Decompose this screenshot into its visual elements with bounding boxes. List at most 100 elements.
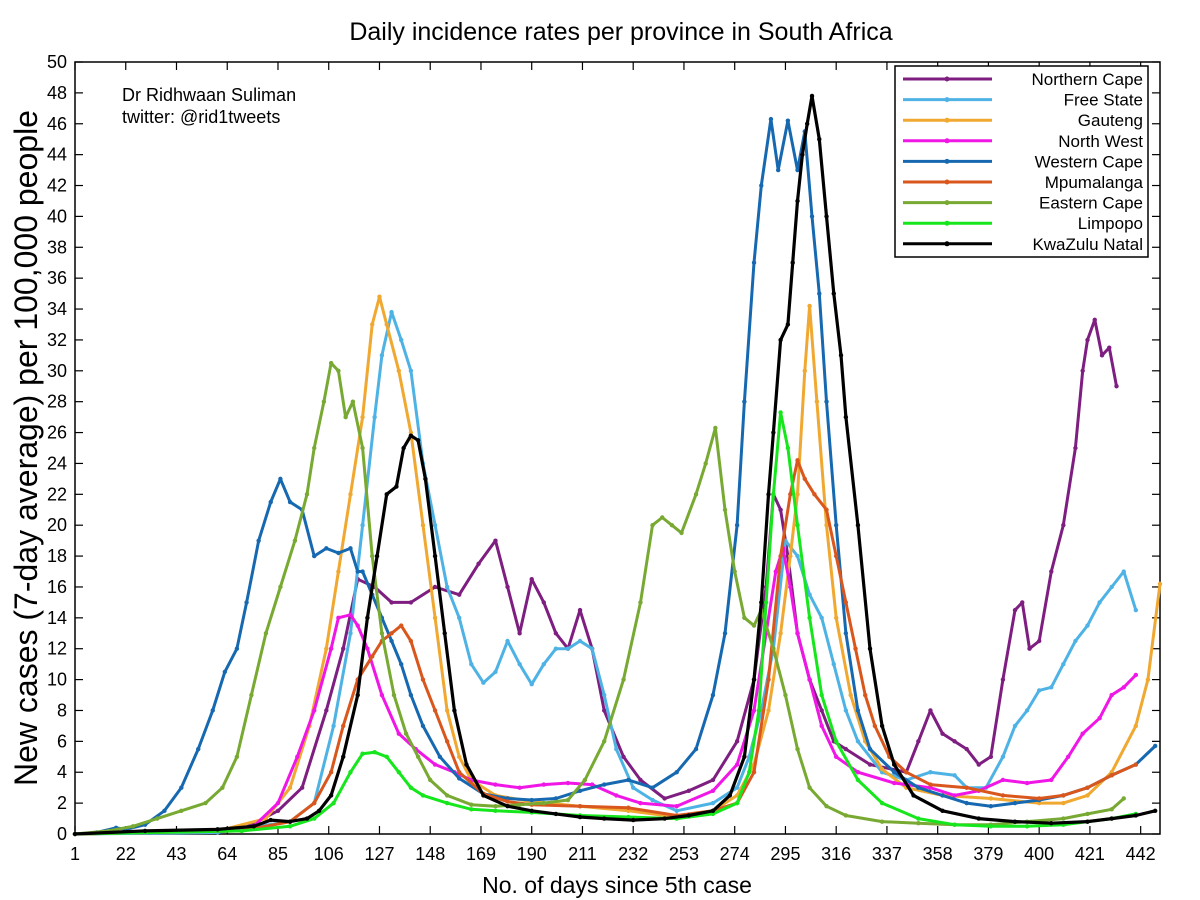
data-point — [952, 822, 957, 827]
x-tick-label: 442 — [1126, 844, 1156, 864]
data-point — [1049, 820, 1054, 826]
data-point — [928, 785, 933, 790]
data-point — [1152, 808, 1158, 814]
data-point — [408, 430, 414, 435]
data-point — [771, 646, 776, 651]
data-point — [1073, 445, 1078, 451]
y-tick-label: 14 — [47, 608, 67, 628]
data-point — [505, 799, 510, 804]
data-point — [686, 813, 691, 818]
data-point — [348, 770, 353, 775]
data-point — [432, 615, 438, 621]
data-point — [1036, 638, 1042, 644]
data-point — [713, 425, 718, 431]
data-point — [1080, 731, 1085, 736]
data-point — [493, 538, 498, 543]
data-point — [742, 615, 747, 621]
chart-title: Daily incidence rates per province in So… — [349, 18, 892, 46]
data-point — [541, 661, 546, 667]
data-point — [196, 746, 201, 752]
data-point — [804, 121, 810, 126]
data-point — [771, 430, 776, 435]
data-point — [807, 592, 812, 597]
data-point — [437, 754, 443, 759]
data-point — [408, 433, 414, 438]
data-point — [234, 754, 240, 759]
data-point — [268, 817, 273, 823]
data-point — [848, 692, 853, 698]
data-point — [785, 445, 791, 451]
data-point — [1065, 754, 1071, 759]
data-point — [341, 723, 346, 729]
y-tick-label: 2 — [57, 793, 67, 813]
y-tick-label: 36 — [47, 268, 67, 288]
data-point — [239, 828, 244, 834]
data-point — [819, 708, 824, 713]
data-point — [988, 754, 994, 759]
y-tick-label: 46 — [47, 114, 67, 134]
data-point — [415, 438, 421, 443]
data-point — [391, 692, 397, 698]
data-point — [1109, 816, 1114, 821]
data-point — [529, 682, 534, 687]
data-point — [626, 814, 631, 820]
data-point — [529, 577, 534, 582]
data-point — [833, 553, 839, 559]
data-point — [819, 692, 824, 698]
data-point — [251, 824, 257, 829]
data-point — [220, 785, 225, 790]
x-tick-label: 253 — [669, 844, 699, 864]
data-point — [469, 802, 474, 807]
data-point — [703, 461, 708, 466]
data-point — [795, 458, 800, 463]
data-point — [420, 523, 426, 528]
data-point — [952, 773, 957, 778]
data-point — [710, 811, 716, 817]
data-point — [824, 523, 829, 528]
legend-label: Mpumalanga — [1045, 173, 1144, 192]
data-point — [505, 584, 510, 590]
data-point — [732, 569, 737, 574]
data-point — [565, 797, 571, 803]
data-point — [1012, 819, 1018, 824]
x-tick-label: 127 — [364, 844, 394, 864]
data-point — [399, 337, 404, 343]
y-tick-label: 0 — [57, 824, 67, 844]
data-point — [321, 399, 327, 404]
data-point — [444, 708, 450, 713]
data-point — [833, 754, 839, 759]
data-point — [278, 476, 283, 482]
x-tick-label: 295 — [770, 844, 800, 864]
data-point — [853, 646, 858, 651]
data-point — [833, 523, 839, 528]
data-point — [377, 294, 382, 299]
data-point — [1080, 368, 1085, 373]
data-point — [210, 708, 215, 713]
data-point — [1024, 708, 1030, 713]
data-point — [341, 646, 346, 651]
data-point — [734, 800, 740, 806]
data-point — [565, 780, 571, 786]
data-point — [1036, 800, 1042, 806]
data-point — [360, 445, 365, 451]
data-point — [370, 322, 375, 327]
data-point — [287, 785, 293, 790]
data-point — [879, 766, 885, 772]
data-point — [529, 808, 534, 814]
data-point — [602, 739, 607, 744]
data-point — [389, 309, 394, 315]
data-point — [631, 817, 636, 823]
data-point — [577, 804, 583, 809]
data-point — [814, 399, 820, 404]
data-point — [1024, 824, 1030, 829]
data-point — [360, 523, 365, 528]
data-point — [734, 762, 740, 767]
data-point — [316, 808, 322, 814]
data-point — [879, 819, 885, 824]
data-point — [778, 631, 783, 636]
data-point — [396, 368, 402, 373]
data-point — [287, 824, 293, 829]
data-point — [742, 399, 747, 404]
data-point — [1012, 800, 1018, 806]
